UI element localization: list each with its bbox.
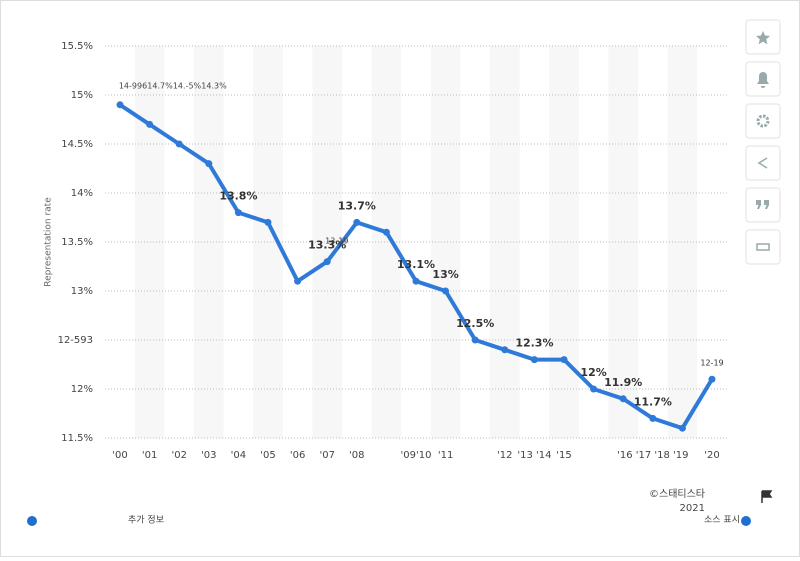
- data-label: 14.-5%: [173, 82, 202, 91]
- settings-button[interactable]: [745, 103, 781, 139]
- bell-icon: [757, 72, 769, 88]
- cite-button[interactable]: [745, 187, 781, 223]
- data-point: [678, 424, 686, 432]
- data-point: [205, 160, 213, 168]
- x-tick-label: '06: [290, 450, 305, 461]
- copyright-year: 2021: [680, 503, 705, 514]
- copyright: ©스태티스타: [649, 488, 705, 500]
- data-point: [530, 356, 538, 364]
- data-point: [442, 287, 450, 295]
- data-point: [412, 277, 420, 285]
- x-tick-label: '02: [171, 450, 186, 461]
- y-tick-label: 14.5%: [61, 139, 93, 150]
- y-tick-label: 12%: [71, 384, 93, 395]
- data-label: 14.7%: [147, 82, 173, 91]
- data-point: [708, 375, 716, 383]
- x-tick-label: '09'10: [401, 450, 432, 461]
- data-point: [175, 140, 183, 148]
- data-label: 13.8%: [219, 190, 257, 203]
- data-point: [649, 414, 657, 422]
- data-point: [619, 395, 627, 403]
- x-tick-label: '01: [142, 450, 157, 461]
- x-tick-label: '08: [349, 450, 364, 461]
- footer: 추가 정보 ©스태티스타 2021 소스 표시: [27, 488, 773, 526]
- data-label: 13%: [432, 268, 458, 281]
- data-label: 14-996: [119, 82, 147, 91]
- data-point: [234, 209, 242, 217]
- x-tick-label: '12: [497, 450, 512, 461]
- share-button[interactable]: [745, 145, 781, 181]
- data-point: [382, 228, 390, 236]
- data-point: [264, 218, 272, 226]
- y-tick-label: 13%: [71, 286, 93, 297]
- data-label: 12.5%: [456, 317, 494, 330]
- data-point: [471, 336, 479, 344]
- source-link[interactable]: 소스 표시: [704, 515, 740, 526]
- y-tick-label: 15.5%: [61, 41, 93, 52]
- data-label: 11.9%: [604, 376, 642, 389]
- x-tick-label: '05: [260, 450, 275, 461]
- y-tick-label: 14%: [71, 188, 93, 199]
- x-tick-label: '03: [201, 450, 216, 461]
- data-label: 12%: [580, 366, 606, 379]
- x-tick-label: '15: [556, 450, 571, 461]
- sidebar: [745, 19, 781, 265]
- data-point: [116, 101, 124, 109]
- data-label: 14.3%: [201, 82, 227, 91]
- y-axis-title: Representation rate: [44, 197, 54, 287]
- gear-icon: [756, 114, 770, 128]
- data-point: [353, 218, 361, 226]
- data-point: [323, 258, 331, 266]
- data-label: 12-19: [700, 359, 723, 368]
- data-label: 13.7%: [338, 199, 376, 212]
- x-tick-label: '00: [112, 450, 127, 461]
- data-point: [146, 120, 154, 128]
- x-tick-label: '07: [319, 450, 334, 461]
- print-button[interactable]: [745, 229, 781, 265]
- x-tick-label: '13 '14: [517, 450, 551, 461]
- data-point: [560, 356, 568, 364]
- y-tick-label: 13.5%: [61, 237, 93, 248]
- quote-icon: [756, 200, 769, 209]
- data-label: 13.3%: [308, 239, 346, 252]
- star-icon: [756, 31, 770, 45]
- y-tick-label: 12-593: [58, 335, 93, 346]
- y-tick-label: 11.5%: [61, 433, 93, 444]
- x-tick-label: '20: [704, 450, 719, 461]
- data-label: 12.3%: [515, 337, 553, 350]
- data-point: [590, 385, 598, 393]
- x-tick-label: '16 '17 '18 '19: [617, 450, 688, 461]
- more-info[interactable]: 추가 정보: [128, 515, 164, 526]
- data-label: 13.1%: [397, 258, 435, 271]
- x-tick-label: '04: [231, 450, 246, 461]
- data-label: 11.7%: [634, 395, 672, 408]
- print-icon: [756, 243, 770, 251]
- info-icon[interactable]: [27, 516, 37, 526]
- x-tick-label: '11: [438, 450, 453, 461]
- annotation: 13-19: [325, 237, 348, 246]
- source-info-icon[interactable]: [741, 516, 751, 526]
- y-tick-label: 15%: [71, 90, 93, 101]
- data-point: [501, 346, 509, 354]
- share-icon: [757, 157, 768, 169]
- flag-icon[interactable]: [761, 490, 773, 503]
- data-point: [294, 277, 302, 285]
